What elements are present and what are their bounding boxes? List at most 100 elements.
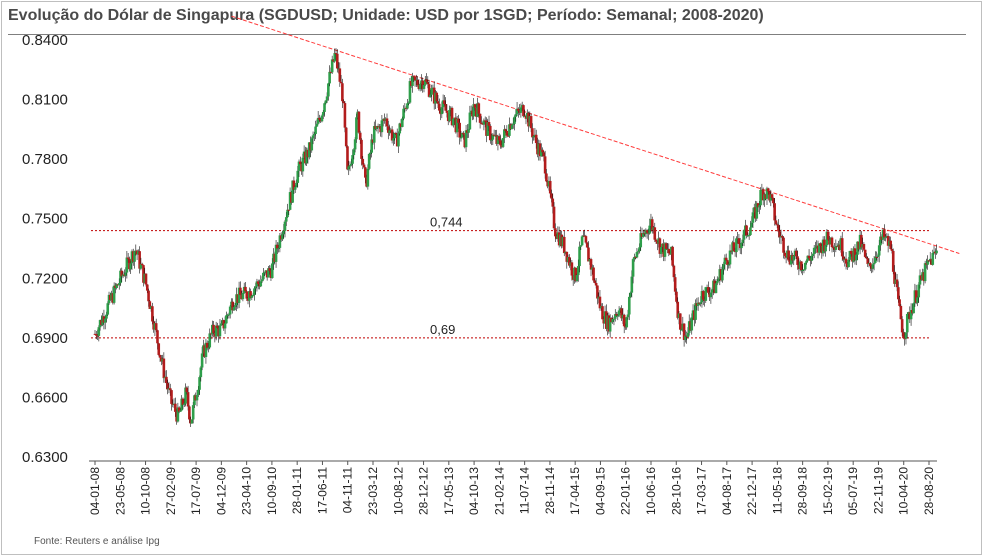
candle-down xyxy=(421,80,425,89)
candle-down xyxy=(653,227,657,240)
candle-up xyxy=(448,110,451,122)
candle-down xyxy=(416,79,419,86)
candle-up xyxy=(917,284,921,298)
candle-up xyxy=(324,100,328,104)
candle-up xyxy=(117,283,121,286)
candle-down xyxy=(157,343,161,355)
candle-up xyxy=(315,123,319,127)
candle-up xyxy=(613,314,617,319)
candle-up xyxy=(635,252,639,258)
candle-up xyxy=(626,314,630,318)
candle-up xyxy=(352,149,356,156)
candle-up xyxy=(824,245,827,252)
candle-down xyxy=(505,130,509,136)
candle-down xyxy=(488,125,492,141)
candle-up xyxy=(253,288,256,295)
candle-up xyxy=(455,118,459,133)
level-lines: 0,744 0,69 xyxy=(91,215,931,339)
candle-down xyxy=(650,219,654,230)
candle-up xyxy=(879,236,882,246)
candle-down xyxy=(844,258,848,264)
candle-up xyxy=(817,243,821,253)
candle-up xyxy=(633,256,636,260)
candle-up xyxy=(648,225,651,234)
x-tick-label: 28-12-12 xyxy=(417,467,431,515)
chart-title: Evolução do Dólar de Singapura (SGDUSD; … xyxy=(8,7,764,24)
x-tick-label: 05-07-19 xyxy=(846,467,860,515)
candle-down xyxy=(245,291,249,299)
candle-down xyxy=(531,128,534,138)
candle-up xyxy=(579,245,583,247)
candle-down xyxy=(774,220,778,225)
candle-down xyxy=(426,81,430,85)
candle-up xyxy=(411,76,414,86)
candle-up xyxy=(195,395,199,401)
candle-up xyxy=(482,120,486,125)
candle-up xyxy=(106,303,110,315)
candle-down xyxy=(554,228,557,237)
candle-down xyxy=(437,103,441,111)
candle-up xyxy=(282,230,286,235)
candle-up xyxy=(909,309,913,320)
candle-down xyxy=(436,101,440,104)
candle-down xyxy=(889,240,892,250)
candle-down xyxy=(796,256,799,265)
candle-up xyxy=(749,227,752,236)
candle-up xyxy=(429,94,432,97)
x-tick-label: 15-02-19 xyxy=(821,467,835,515)
candle-down xyxy=(344,127,348,147)
candle-up xyxy=(722,264,725,270)
x-tick-label: 22-12-17 xyxy=(745,467,759,515)
x-tick-label: 23-03-12 xyxy=(366,467,380,515)
candle-down xyxy=(335,53,339,69)
y-tick-label: 0.6900 xyxy=(22,330,68,347)
candle-down xyxy=(862,244,866,250)
candle-up xyxy=(314,126,317,134)
candle-down xyxy=(732,242,736,251)
candle-down xyxy=(212,324,215,334)
x-tick-label: 17-06-11 xyxy=(315,467,329,514)
candle-down xyxy=(145,284,149,291)
candle-up xyxy=(218,325,222,337)
candle-up xyxy=(311,135,315,139)
candle-up xyxy=(380,120,384,133)
candle-down xyxy=(615,314,618,316)
candle-up xyxy=(423,79,427,85)
candle-up xyxy=(223,323,227,329)
candle-up xyxy=(366,168,370,187)
candle-down xyxy=(593,280,597,283)
level-label: 0,69 xyxy=(430,322,455,337)
candle-down xyxy=(868,263,872,266)
candle-down xyxy=(596,285,599,299)
candle-up xyxy=(935,250,938,254)
candle-down xyxy=(360,139,363,159)
x-tick-label: 10-06-16 xyxy=(644,467,658,515)
candle-down xyxy=(361,158,365,165)
candle-down xyxy=(807,255,811,259)
candle-up xyxy=(199,367,203,378)
candle-up xyxy=(847,259,850,268)
x-tick-label: 10-08-12 xyxy=(391,467,405,515)
candle-down xyxy=(707,286,710,293)
candle-up xyxy=(263,272,266,274)
candle-up xyxy=(501,138,505,147)
x-tick-label: 11-05-18 xyxy=(770,467,784,514)
candle-down xyxy=(875,256,878,258)
candle-down xyxy=(504,129,507,131)
candle-up xyxy=(176,407,180,422)
candle-up xyxy=(631,259,635,277)
candle-down xyxy=(899,305,903,320)
candle-down xyxy=(783,252,787,256)
candle-down xyxy=(819,243,822,247)
candle-up xyxy=(834,246,838,250)
candle-up xyxy=(325,96,329,101)
candle-up xyxy=(119,270,122,284)
candle-down xyxy=(587,247,590,262)
candle-up xyxy=(316,117,320,124)
candle-up xyxy=(278,235,282,248)
candle-down xyxy=(898,299,901,306)
candle-up xyxy=(112,285,116,303)
candle-up xyxy=(611,318,615,323)
candle-up xyxy=(103,318,107,323)
candle-up xyxy=(629,292,632,297)
